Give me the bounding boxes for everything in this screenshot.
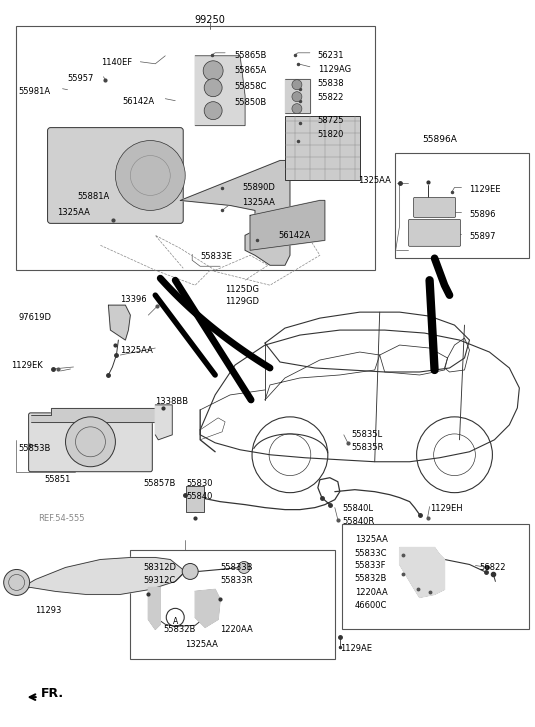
Text: 55833F: 55833F [355,561,386,571]
Text: 55833C: 55833C [355,548,387,558]
Text: 55833E: 55833E [200,252,232,261]
Polygon shape [16,558,185,595]
Text: 55840L: 55840L [343,504,374,513]
Text: 1125DG: 1125DG [225,285,259,294]
Text: 55840R: 55840R [343,517,375,526]
Circle shape [182,563,198,579]
Bar [285,116,360,180]
Text: 1129EE: 1129EE [470,185,501,194]
FancyBboxPatch shape [414,198,455,217]
Polygon shape [285,79,310,113]
Text: 1129EK: 1129EK [11,361,42,370]
Text: 97619D: 97619D [19,313,52,322]
Text: 55865B: 55865B [234,51,266,60]
Text: 13396: 13396 [120,295,147,304]
Text: 59312C: 59312C [143,577,175,585]
Polygon shape [400,547,445,598]
Text: 1129EH: 1129EH [431,504,463,513]
Bar [186,486,204,512]
Text: 55857B: 55857B [143,478,175,488]
Text: 1129AG: 1129AG [318,65,351,73]
Text: 1325AA: 1325AA [58,209,90,217]
Text: 55890D: 55890D [242,183,275,193]
Text: 51820: 51820 [318,129,344,139]
Circle shape [204,102,222,120]
Text: 55897: 55897 [470,233,496,241]
Polygon shape [155,405,172,440]
FancyBboxPatch shape [28,413,152,472]
Text: 1325AA: 1325AA [242,198,275,207]
Circle shape [116,140,185,210]
Text: 55896: 55896 [470,210,496,220]
Text: 1325AA: 1325AA [355,534,388,544]
Text: 1220AA: 1220AA [220,625,253,635]
Text: 1220AA: 1220AA [355,588,387,598]
Text: 1140EF: 1140EF [102,57,133,67]
Text: 1338BB: 1338BB [155,397,188,406]
Polygon shape [109,305,131,340]
Circle shape [238,561,250,574]
Polygon shape [195,590,220,627]
Polygon shape [30,408,158,422]
Text: 55840: 55840 [186,491,212,501]
Circle shape [4,569,29,595]
FancyBboxPatch shape [48,128,183,223]
Text: FR.: FR. [41,686,64,699]
Text: 55881A: 55881A [78,193,110,201]
Bar [131,550,335,659]
Text: 55832B: 55832B [163,625,196,635]
Text: 55833R: 55833R [220,577,253,585]
Text: 55833B: 55833B [220,563,253,572]
Circle shape [292,104,302,113]
Text: 1129GD: 1129GD [225,297,259,306]
Text: A: A [173,616,178,626]
Text: 56142A: 56142A [278,231,310,241]
Text: 58312D: 58312D [143,563,177,572]
Text: 55835R: 55835R [352,443,384,451]
Text: 55858C: 55858C [234,81,266,91]
Bar [342,523,529,630]
Text: 55853B: 55853B [19,443,51,453]
Text: 99250: 99250 [195,15,226,25]
Circle shape [204,79,222,97]
Bar [16,26,374,270]
Text: 55835L: 55835L [352,430,383,439]
Polygon shape [180,161,290,265]
Text: 55865A: 55865A [234,65,266,75]
Text: 58725: 58725 [318,116,345,124]
Text: 56142A: 56142A [123,97,155,105]
Circle shape [292,80,302,89]
Text: 55838: 55838 [318,79,345,88]
Text: 55896A: 55896A [422,134,457,143]
Text: 55822: 55822 [318,93,344,102]
Text: 55850B: 55850B [234,97,266,107]
Circle shape [292,92,302,102]
Polygon shape [148,587,160,630]
Text: 1325AA: 1325AA [185,640,218,649]
Text: REF.54-555: REF.54-555 [39,513,85,523]
Text: 55957: 55957 [67,73,94,83]
Text: 55832B: 55832B [355,574,387,584]
Circle shape [65,417,116,467]
Text: 1325AA: 1325AA [120,346,153,355]
Text: 56822: 56822 [479,563,506,572]
Text: 1325AA: 1325AA [358,176,391,185]
Text: 55830: 55830 [186,478,213,488]
Bar [395,153,529,258]
Text: 56231: 56231 [318,51,345,60]
Text: 55981A: 55981A [19,87,51,96]
Text: 46600C: 46600C [355,601,387,611]
Polygon shape [195,56,245,126]
Polygon shape [250,201,325,250]
Text: 11293: 11293 [35,606,61,615]
FancyBboxPatch shape [409,220,461,246]
Circle shape [203,61,223,81]
Text: 55851: 55851 [44,475,71,483]
Text: 1129AE: 1129AE [340,644,372,654]
